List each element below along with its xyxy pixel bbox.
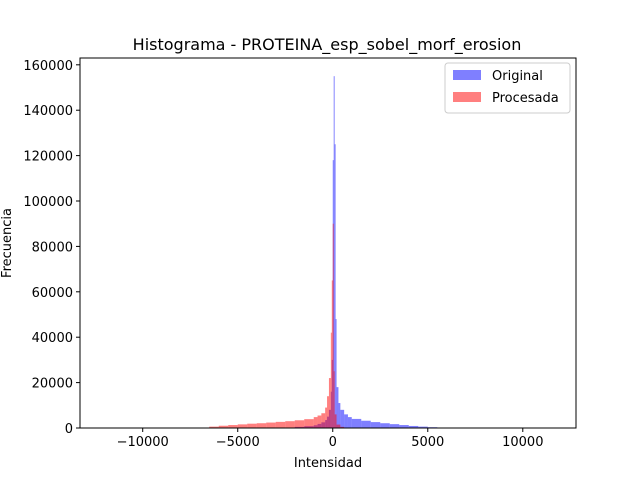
legend-label-original: Original bbox=[492, 69, 543, 84]
bar-procesada bbox=[325, 407, 328, 428]
bar-procesada bbox=[209, 426, 219, 428]
bar-original bbox=[333, 76, 335, 428]
bar-original bbox=[340, 409, 345, 428]
bar-procesada bbox=[237, 424, 248, 428]
bar-procesada bbox=[321, 413, 326, 428]
bar-procesada bbox=[256, 423, 267, 428]
bar-original bbox=[336, 387, 339, 428]
y-tick-label: 140000 bbox=[23, 104, 73, 119]
bar-procesada bbox=[218, 425, 229, 428]
bar-procesada bbox=[275, 421, 286, 428]
legend: Original Procesada bbox=[444, 62, 571, 114]
x-axis-label: Intensidad bbox=[294, 456, 362, 471]
legend-swatch-procesada bbox=[453, 92, 481, 102]
y-tick-label: 60000 bbox=[32, 286, 73, 301]
bar-procesada bbox=[332, 223, 334, 428]
y-tick-label: 100000 bbox=[23, 195, 73, 210]
bar-procesada bbox=[340, 426, 345, 428]
y-axis: 0 20000 40000 60000 80000 100000 120000 140000 1… bbox=[23, 59, 80, 437]
bar-procesada bbox=[330, 332, 332, 428]
bar-original bbox=[361, 420, 371, 428]
x-axis: −10000 −5000 0 5000 10000 bbox=[117, 428, 543, 450]
y-tick-label: 80000 bbox=[32, 240, 73, 255]
bar-procesada bbox=[266, 422, 276, 428]
y-tick-label: 20000 bbox=[32, 377, 73, 392]
bar-original bbox=[399, 425, 409, 428]
plot-area bbox=[79, 57, 577, 429]
axes-background bbox=[80, 58, 576, 428]
x-tick-label: 0 bbox=[329, 435, 337, 450]
bar-original bbox=[334, 144, 336, 428]
x-tick-label: −10000 bbox=[117, 435, 169, 450]
y-tick-label: 0 bbox=[65, 422, 73, 437]
bar-original bbox=[380, 423, 390, 428]
bar-procesada bbox=[328, 378, 331, 428]
bar-original bbox=[338, 403, 341, 428]
legend-swatch-original bbox=[453, 70, 481, 80]
bars-procesada bbox=[199, 223, 345, 428]
bar-procesada bbox=[317, 415, 322, 428]
bar-procesada bbox=[285, 421, 295, 428]
bar-procesada bbox=[327, 396, 329, 428]
bar-procesada bbox=[331, 280, 333, 428]
bar-procesada bbox=[333, 371, 335, 428]
y-tick-label: 120000 bbox=[23, 150, 73, 165]
x-tick-label: 5000 bbox=[411, 435, 444, 450]
bar-original bbox=[347, 417, 352, 428]
bar-original bbox=[335, 319, 337, 428]
bar-original bbox=[370, 422, 381, 428]
x-tick-label: 10000 bbox=[502, 435, 543, 450]
bar-procesada bbox=[247, 423, 257, 428]
bar-original bbox=[344, 414, 348, 428]
bar-procesada bbox=[294, 420, 305, 428]
y-axis-label: Frecuencia bbox=[0, 208, 15, 278]
legend-label-procesada: Procesada bbox=[492, 91, 559, 106]
bar-procesada bbox=[228, 425, 238, 428]
bar-original bbox=[389, 424, 400, 428]
bar-procesada bbox=[336, 424, 341, 428]
bar-original bbox=[418, 426, 428, 428]
bar-original bbox=[408, 425, 419, 428]
bar-procesada bbox=[304, 419, 314, 428]
bar-procesada bbox=[313, 417, 318, 428]
bar-procesada bbox=[334, 414, 337, 428]
y-tick-label: 40000 bbox=[32, 331, 73, 346]
chart-title: Histograma - PROTEINA_esp_sobel_morf_ero… bbox=[133, 35, 522, 55]
y-tick-label: 160000 bbox=[23, 59, 73, 74]
x-tick-label: −5000 bbox=[216, 435, 260, 450]
bar-original bbox=[351, 418, 362, 428]
axes-frame bbox=[79, 57, 577, 429]
